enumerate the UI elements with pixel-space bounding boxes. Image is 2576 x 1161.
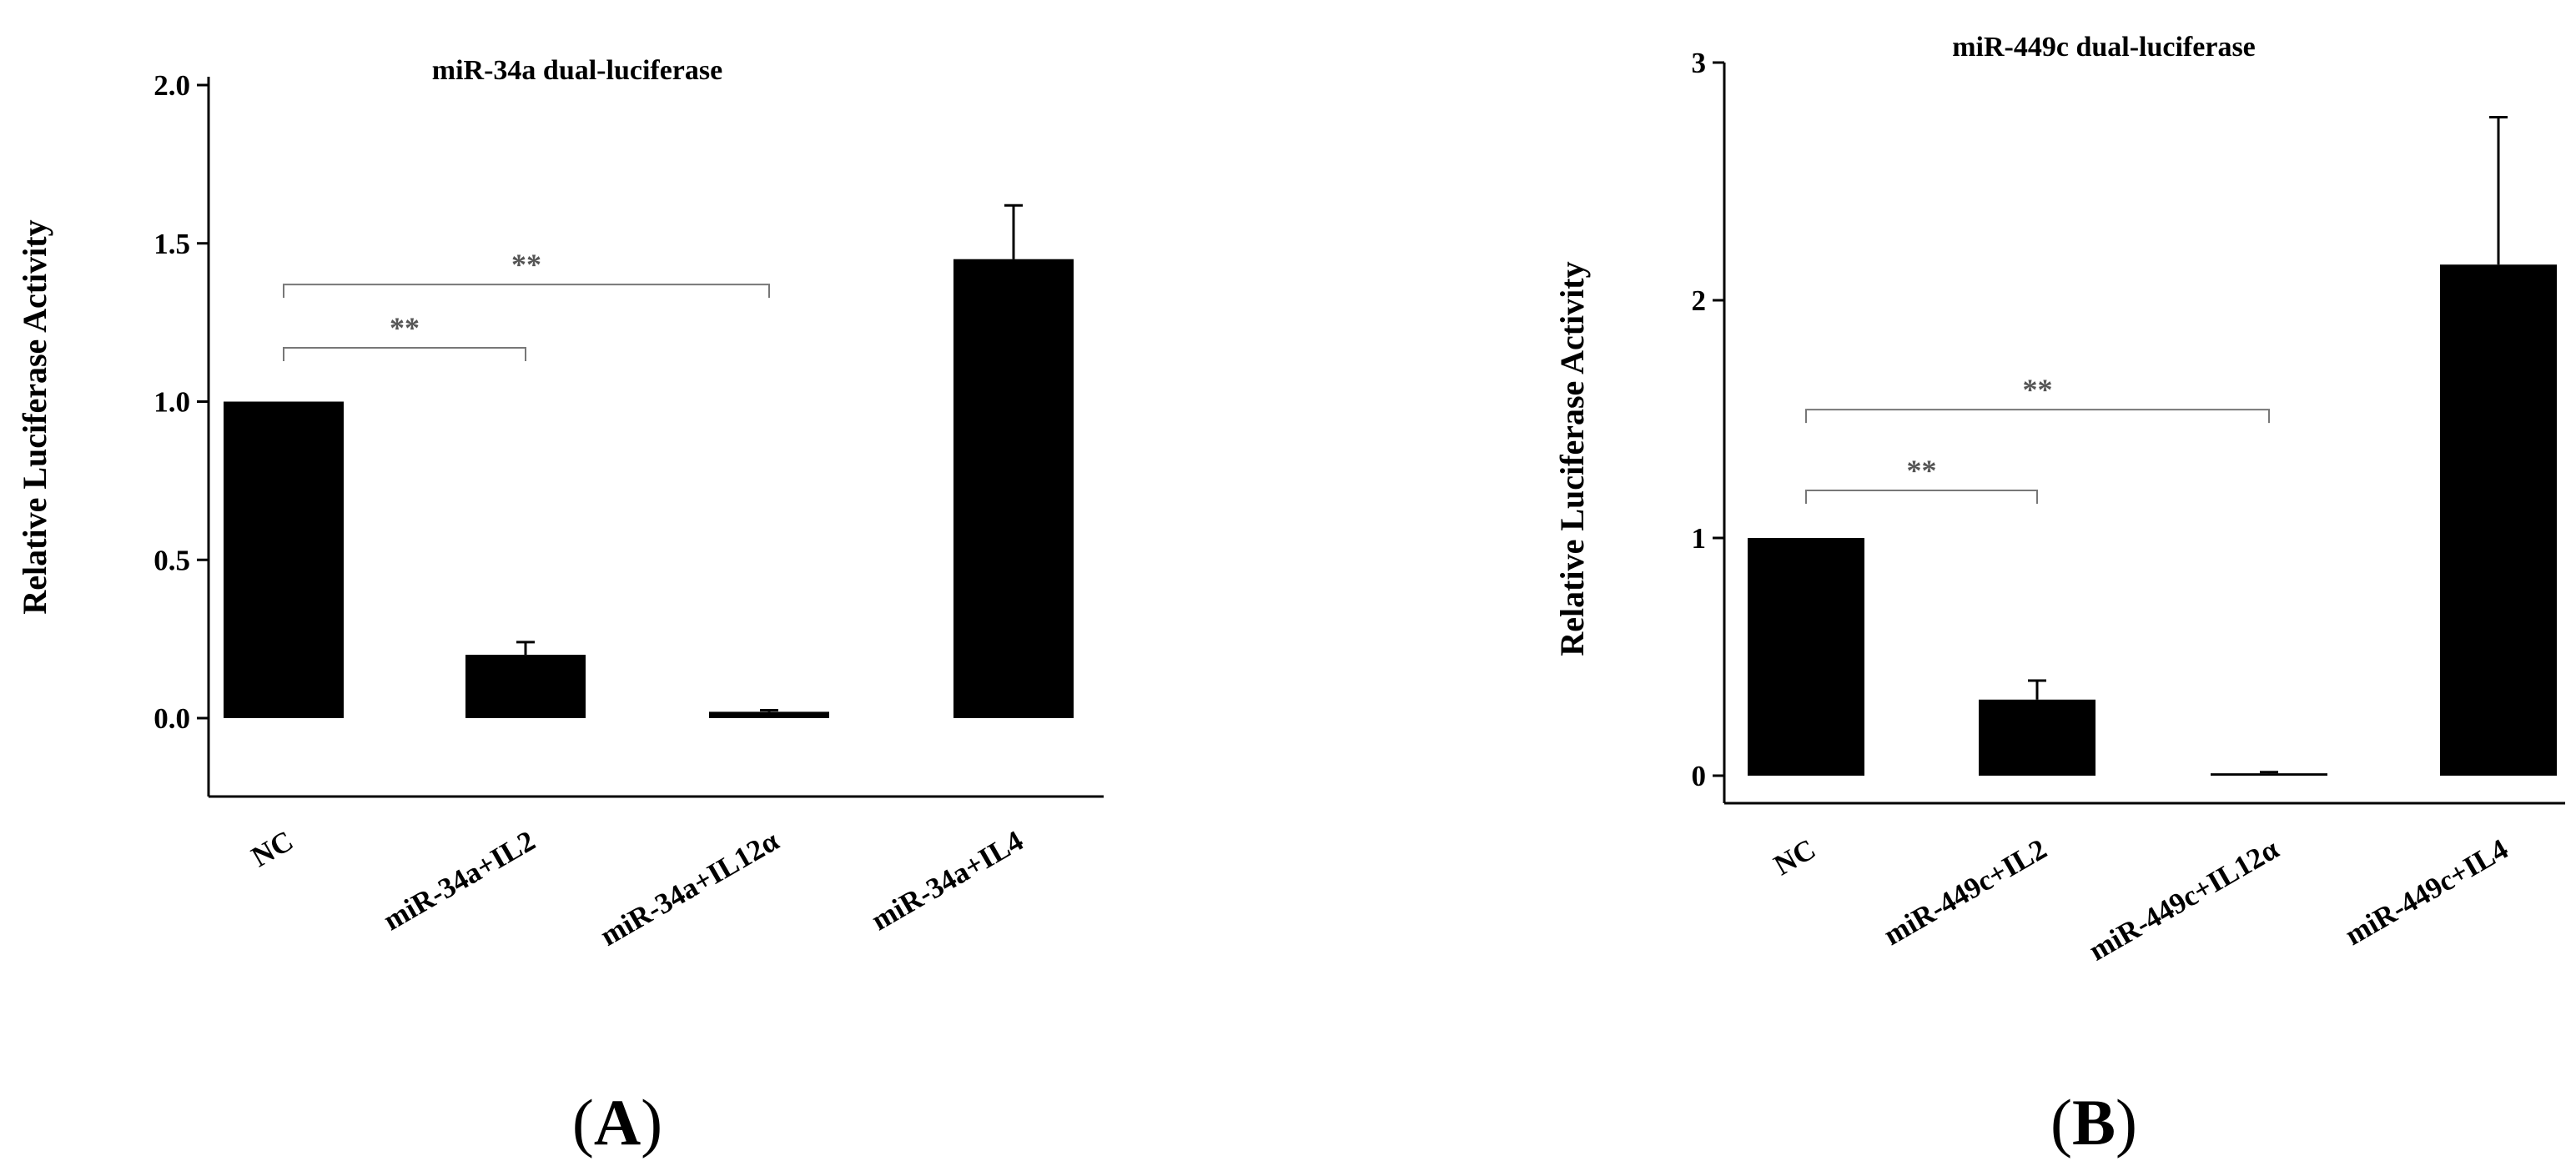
category-label-a-0: NC	[246, 824, 299, 873]
significance-label-a-0: **	[390, 311, 420, 344]
panel-label-a: (A)	[572, 1086, 662, 1158]
chart-title-a: miR-34a dual-luciferase	[432, 55, 722, 86]
significance-brackets-a: ** **	[283, 248, 770, 361]
significance-label-b-0: **	[1907, 454, 1937, 487]
bar-a-0	[224, 401, 344, 718]
category-label-b-1: miR-449c+IL2	[1878, 832, 2052, 952]
error-bars-b	[2028, 116, 2508, 774]
category-label-a-1: miR-34a+IL2	[378, 824, 541, 937]
bar-b-3	[2440, 264, 2557, 776]
bar-b-0	[1748, 538, 1864, 776]
bars-a	[224, 259, 1074, 719]
significance-bracket-a-0: **	[283, 311, 526, 361]
bar-a-1	[465, 655, 586, 718]
bar-b-1	[1979, 699, 2096, 776]
error-bar-b-1	[2028, 679, 2046, 700]
bar-a-2	[709, 711, 829, 718]
category-label-b-3: miR-449c+IL4	[2339, 832, 2513, 952]
error-bar-b-2	[2260, 771, 2278, 774]
y-tick-label-a: 2.0	[153, 69, 190, 102]
axes-a	[207, 77, 1104, 798]
significance-bracket-b-1: **	[1805, 373, 2270, 424]
category-label-b-0: NC	[1768, 832, 1821, 882]
significance-label-a-1: **	[511, 248, 541, 281]
category-label-a-3: miR-34a+IL4	[866, 824, 1029, 937]
significance-bracket-b-0: **	[1805, 454, 2038, 504]
significance-bracket-a-1: **	[283, 248, 770, 299]
y-tick-label-a: 1.5	[153, 228, 190, 260]
y-tick-label-b: 3	[1692, 47, 1707, 79]
error-bars-a	[516, 204, 1023, 712]
bars-b	[1748, 264, 2557, 776]
error-bar-b-3	[2489, 116, 2508, 265]
panel-label-b: (B)	[2050, 1086, 2137, 1158]
chart-panel-a: miR-34a dual-luciferase Relative Lucifer…	[16, 55, 1104, 1158]
y-tick-label-a: 1.0	[153, 386, 190, 419]
significance-label-b-1: **	[2023, 373, 2053, 406]
chart-title-b: miR-449c dual-luciferase	[1952, 32, 2256, 63]
error-bar-a-3	[1004, 204, 1023, 259]
y-tick-label-b: 0	[1692, 760, 1707, 792]
y-tick-label-b: 2	[1692, 284, 1707, 317]
category-label-b-2: miR-449c+IL12α	[2083, 832, 2284, 968]
y-tick-label-a: 0.0	[153, 702, 190, 735]
category-label-a-2: miR-34a+IL12α	[595, 824, 785, 952]
y-axis-label-a: Relative Luciferase Activity	[16, 219, 53, 614]
bar-a-3	[953, 259, 1074, 719]
bar-b-2	[2211, 773, 2327, 776]
significance-brackets-b: ** **	[1805, 373, 2270, 504]
chart-panel-b: miR-449c dual-luciferase Relative Lucife…	[1553, 32, 2565, 1158]
y-axis-label-b: Relative Luciferase Activity	[1553, 261, 1591, 656]
y-ticks-b: 0 1 2 3	[1692, 47, 1724, 792]
error-bar-a-2	[760, 709, 778, 712]
y-tick-label-a: 0.5	[153, 544, 190, 576]
category-labels-a: NC miR-34a+IL2 miR-34a+IL12α miR-34a+IL4	[246, 824, 1029, 952]
error-bar-a-1	[516, 641, 535, 656]
axes-b	[1723, 63, 2565, 805]
y-ticks-a: 0.0 0.5 1.0 1.5 2.0	[153, 69, 209, 735]
y-tick-label-b: 1	[1692, 522, 1707, 555]
category-labels-b: NC miR-449c+IL2 miR-449c+IL12α miR-449c+IL4	[1768, 832, 2513, 968]
